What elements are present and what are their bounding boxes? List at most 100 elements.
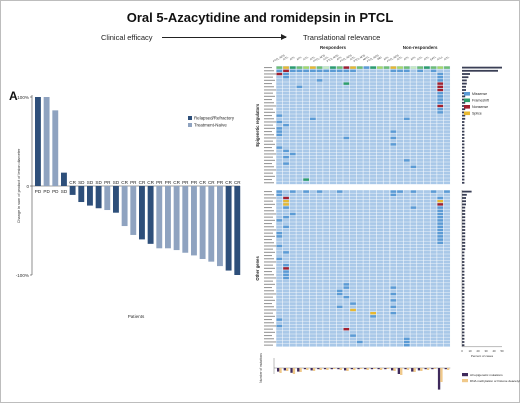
mutation-cell bbox=[316, 190, 323, 193]
subtype-strip-cell bbox=[283, 66, 289, 69]
mutation-cell bbox=[437, 206, 444, 209]
percent-bar bbox=[462, 92, 466, 95]
gene-name-placeholder bbox=[264, 95, 275, 97]
gene-name-placeholder bbox=[264, 312, 273, 314]
percent-bar bbox=[462, 229, 466, 231]
subtype-strip-cell bbox=[310, 66, 316, 69]
percent-bar bbox=[462, 124, 465, 127]
percent-bar bbox=[462, 305, 465, 308]
bar-18 bbox=[182, 186, 189, 253]
percent-bar bbox=[462, 219, 466, 222]
bottom-legend-swatch bbox=[462, 373, 468, 377]
subtype-strip-cell bbox=[377, 66, 383, 69]
subtype-label: AITL bbox=[296, 55, 303, 61]
mutation-cell bbox=[283, 196, 289, 200]
mutation-cell bbox=[289, 212, 296, 216]
percent-bar bbox=[462, 69, 498, 72]
mutation-cell bbox=[303, 178, 309, 181]
bar-15 bbox=[156, 186, 163, 249]
percent-bar bbox=[462, 213, 466, 215]
mutation-cell bbox=[437, 92, 444, 95]
legend-label: Relapsed/Refractory bbox=[194, 116, 235, 121]
bar-16 bbox=[165, 186, 171, 249]
subtype-label: AITL bbox=[383, 55, 390, 61]
percent-bar bbox=[462, 302, 465, 305]
gene-name-placeholder bbox=[264, 264, 273, 266]
percent-bar bbox=[462, 289, 465, 292]
mutation-cell bbox=[303, 190, 309, 193]
percent-bar bbox=[462, 318, 465, 321]
mutation-cell bbox=[296, 85, 303, 88]
percent-bar bbox=[462, 267, 465, 270]
mutation-cell bbox=[403, 337, 410, 340]
gene-name-placeholder bbox=[264, 245, 276, 247]
bottom-bar-all bbox=[364, 368, 367, 370]
gene-name-placeholder bbox=[264, 277, 276, 279]
percent-bar bbox=[462, 117, 466, 120]
mutation-cell bbox=[310, 117, 316, 120]
mutation-cell bbox=[437, 212, 444, 216]
mutation-cell bbox=[283, 225, 289, 228]
bottom-bar-all bbox=[344, 368, 347, 371]
gene-name-placeholder bbox=[264, 287, 272, 289]
gene-name-placeholder bbox=[264, 134, 274, 136]
subtype-strip-cell bbox=[444, 66, 450, 69]
subtype-strip-cell bbox=[390, 66, 397, 69]
mutation-cell bbox=[437, 222, 444, 225]
subtype-strip-cell bbox=[316, 66, 323, 69]
mutation-cell bbox=[417, 69, 423, 72]
percent-bar bbox=[462, 175, 465, 178]
arrow-right-icon bbox=[162, 34, 287, 40]
bottom-bar-all bbox=[391, 368, 394, 371]
percent-tick: 0 bbox=[461, 349, 463, 353]
group-header-nonresponders: Non-responders bbox=[403, 45, 438, 50]
percent-bar bbox=[462, 95, 466, 98]
gene-name-placeholder bbox=[264, 200, 273, 202]
subtype-strip-cell bbox=[397, 66, 403, 69]
mutation-cell bbox=[303, 69, 309, 72]
mutation-cell bbox=[343, 286, 350, 289]
mutation-cell bbox=[276, 69, 283, 72]
mutation-cell bbox=[283, 149, 289, 152]
mutation-cell bbox=[390, 193, 397, 196]
gene-name-placeholder bbox=[264, 169, 276, 171]
gene-name-placeholder bbox=[264, 143, 275, 145]
gene-name-placeholder bbox=[264, 127, 275, 129]
mutation-cell bbox=[437, 82, 444, 85]
mutation-cell bbox=[296, 69, 303, 72]
mutation-cell bbox=[403, 344, 410, 347]
percent-bar bbox=[462, 193, 467, 196]
percent-bar bbox=[462, 203, 466, 206]
mutation-cell bbox=[437, 200, 444, 203]
mutation-cell bbox=[343, 296, 350, 299]
gene-name-placeholder bbox=[264, 239, 272, 241]
panel-a-label: A bbox=[9, 89, 18, 103]
mutation-cell bbox=[343, 69, 350, 72]
bottom-bar-dna bbox=[446, 368, 450, 370]
subtype-label: AITL bbox=[309, 55, 316, 61]
mutation-cell bbox=[283, 162, 289, 165]
mutation-cell bbox=[370, 315, 376, 318]
percent-bar bbox=[462, 251, 465, 254]
percent-bar bbox=[462, 232, 466, 235]
bar-5 bbox=[69, 186, 76, 195]
percent-bar bbox=[462, 121, 465, 123]
bar-8 bbox=[95, 186, 102, 209]
mutation-cell bbox=[289, 69, 296, 72]
heatmap-legend-swatch bbox=[464, 98, 470, 103]
bar-19 bbox=[191, 186, 197, 256]
percent-bar bbox=[462, 98, 466, 101]
mutation-cell bbox=[390, 286, 397, 289]
mutation-cell bbox=[276, 219, 283, 222]
heatmap-block bbox=[276, 66, 390, 185]
mutation-cell bbox=[437, 203, 444, 206]
mutation-cell bbox=[390, 143, 397, 146]
mutation-cell bbox=[283, 69, 289, 72]
bottom-bar-dna bbox=[306, 368, 309, 370]
gene-name-placeholder bbox=[264, 102, 274, 104]
percent-bar bbox=[462, 283, 465, 286]
bottom-bar-dna bbox=[353, 368, 356, 370]
percent-bar bbox=[462, 162, 465, 165]
percent-bar bbox=[462, 331, 465, 334]
mutation-cell bbox=[390, 305, 397, 308]
